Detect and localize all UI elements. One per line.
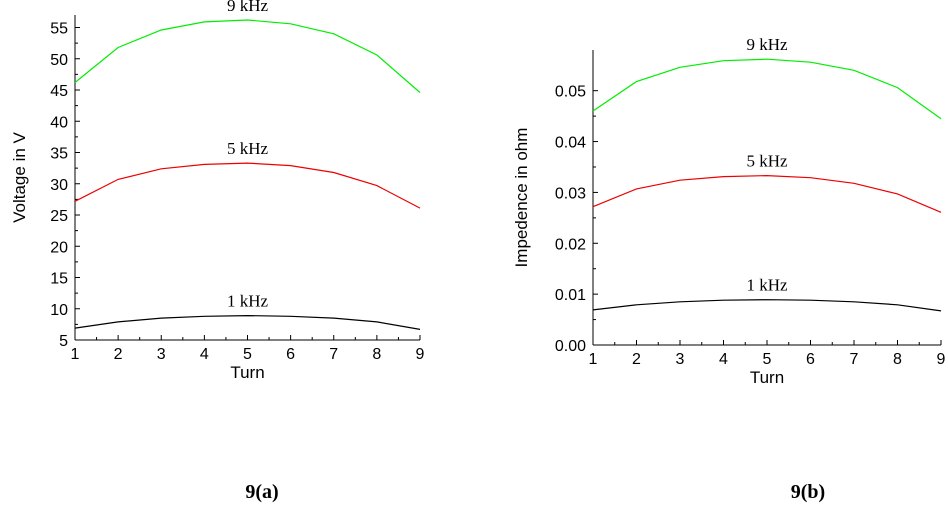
series-line-9-kHz	[593, 59, 941, 118]
series-label: 9 kHz	[227, 0, 269, 15]
y-tick-label: 0.04	[555, 135, 586, 152]
series-label: 5 kHz	[746, 152, 788, 171]
series-line-1-kHz	[75, 316, 420, 330]
y-tick-label: 5	[59, 333, 68, 350]
y-tick-label: 0.05	[555, 84, 586, 101]
x-tick-label: 2	[114, 346, 123, 363]
chart-impedence: 1 2 3 4 5 6 7 8 9 0.00 0.01 0.02 0.03 0.04 0.05 Turn Imp…	[512, 35, 946, 503]
series-label: 5 kHz	[227, 139, 269, 158]
y-tick-label: 0.01	[555, 287, 586, 304]
x-tick-label: 5	[243, 346, 252, 363]
x-tick-label: 6	[806, 351, 815, 368]
series-label: 1 kHz	[746, 276, 788, 295]
y-tick-label: 0.02	[555, 236, 586, 253]
x-axis-label: Turn	[750, 368, 784, 387]
x-tick-label: 7	[329, 346, 338, 363]
y-tick-label: 15	[50, 271, 68, 288]
y-tick-label: 0.03	[555, 185, 586, 202]
series-line-9-kHz	[75, 20, 420, 93]
y-tick-label: 55	[50, 21, 68, 38]
x-tick-label: 4	[719, 351, 728, 368]
figure-caption: 9(b)	[791, 481, 825, 503]
x-tick-label: 8	[893, 351, 902, 368]
y-tick-label: 20	[50, 239, 68, 256]
series-label: 9 kHz	[746, 35, 788, 54]
x-axis-label: Turn	[230, 363, 264, 382]
x-tick-label: 3	[676, 351, 685, 368]
x-tick-label: 9	[937, 351, 946, 368]
x-tick-label: 5	[763, 351, 772, 368]
series-line-1-kHz	[593, 300, 941, 311]
x-tick-label: 4	[200, 346, 209, 363]
x-tick-label: 2	[632, 351, 641, 368]
y-axis-label: Voltage in V	[10, 131, 29, 222]
y-tick-label: 35	[50, 146, 68, 163]
x-tick-label: 3	[157, 346, 166, 363]
x-tick-label: 6	[286, 346, 295, 363]
series-line-5-kHz	[593, 176, 941, 213]
y-tick-label: 0.00	[555, 338, 586, 355]
x-tick-label: 9	[416, 346, 425, 363]
x-tick-label: 8	[372, 346, 381, 363]
y-tick-label: 10	[50, 302, 68, 319]
y-tick-label: 40	[50, 114, 68, 131]
y-tick-label: 25	[50, 208, 68, 225]
y-tick-label: 45	[50, 83, 68, 100]
series-label: 1 kHz	[227, 292, 269, 311]
x-tick-label: 1	[589, 351, 598, 368]
y-axis-label: Impedence in ohm	[512, 128, 531, 268]
y-tick-label: 30	[50, 177, 68, 194]
series-line-5-kHz	[75, 163, 420, 208]
y-tick-label: 50	[50, 52, 68, 69]
x-tick-label: 1	[71, 346, 80, 363]
x-tick-label: 7	[850, 351, 859, 368]
figure-caption: 9(a)	[245, 481, 278, 503]
